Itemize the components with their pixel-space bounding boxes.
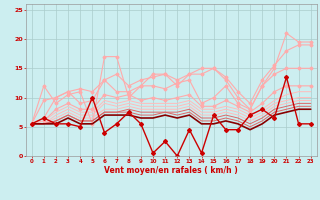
X-axis label: Vent moyen/en rafales ( km/h ): Vent moyen/en rafales ( km/h ) <box>104 166 238 175</box>
